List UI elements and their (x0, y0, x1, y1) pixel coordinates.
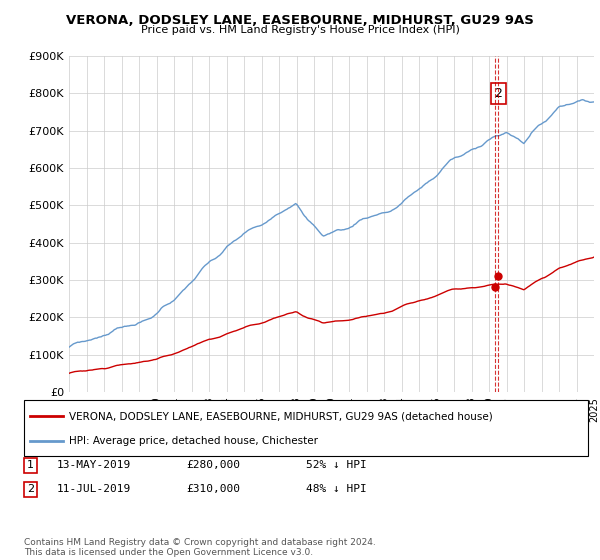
Text: 2: 2 (27, 484, 34, 494)
Text: HPI: Average price, detached house, Chichester: HPI: Average price, detached house, Chic… (69, 436, 318, 446)
FancyBboxPatch shape (24, 400, 588, 456)
Text: £310,000: £310,000 (186, 484, 240, 494)
Text: 13-MAY-2019: 13-MAY-2019 (57, 460, 131, 470)
Text: £280,000: £280,000 (186, 460, 240, 470)
Text: 2: 2 (494, 87, 502, 100)
Text: 11-JUL-2019: 11-JUL-2019 (57, 484, 131, 494)
Text: VERONA, DODSLEY LANE, EASEBOURNE, MIDHURST, GU29 9AS: VERONA, DODSLEY LANE, EASEBOURNE, MIDHUR… (66, 14, 534, 27)
Text: 52% ↓ HPI: 52% ↓ HPI (306, 460, 367, 470)
Text: 1: 1 (27, 460, 34, 470)
Text: Price paid vs. HM Land Registry's House Price Index (HPI): Price paid vs. HM Land Registry's House … (140, 25, 460, 35)
Text: VERONA, DODSLEY LANE, EASEBOURNE, MIDHURST, GU29 9AS (detached house): VERONA, DODSLEY LANE, EASEBOURNE, MIDHUR… (69, 411, 493, 421)
Text: Contains HM Land Registry data © Crown copyright and database right 2024.
This d: Contains HM Land Registry data © Crown c… (24, 538, 376, 557)
Text: 48% ↓ HPI: 48% ↓ HPI (306, 484, 367, 494)
